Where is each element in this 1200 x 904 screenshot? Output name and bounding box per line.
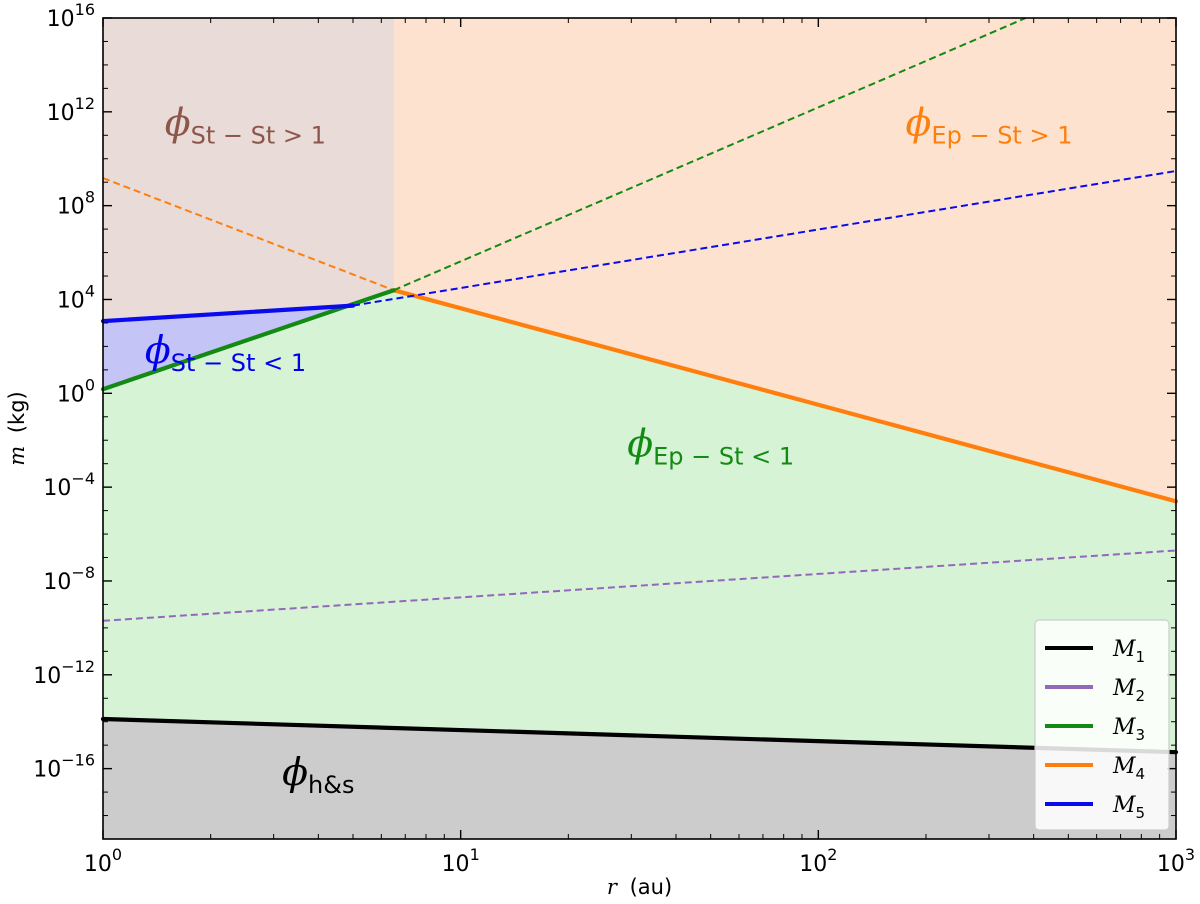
y-tick-label: 108 bbox=[57, 188, 95, 220]
legend-label-m3: M3 bbox=[1112, 715, 1145, 744]
ticks-layer: 100 101 102 103 10−16 10−12 10−8 10−4 100 104 108 1… bbox=[33, 0, 1195, 877]
region-label-ep-st-lt-1: ϕEp − St < 1 bbox=[627, 422, 794, 471]
y-tick-label: 10−8 bbox=[43, 563, 95, 595]
region-h-and-s bbox=[103, 719, 1176, 839]
series-m1-segment-1 bbox=[100, 716, 1179, 755]
regions-layer bbox=[103, 18, 1176, 839]
region-labels-layer: ϕSt − St > 1 ϕEp − St > 1 ϕSt − St < 1 ϕEp … bbox=[145, 100, 1073, 799]
y-tick-label: 10−4 bbox=[43, 469, 95, 501]
series-m4-segment-1 bbox=[102, 177, 395, 292]
series-m4-segment-2 bbox=[391, 288, 1179, 504]
x-tick-label: 100 bbox=[84, 845, 122, 877]
y-tick-label: 1012 bbox=[47, 94, 95, 126]
legend: M1 M2 M3 M4 M5 bbox=[1034, 619, 1170, 831]
series-m5-segment-1 bbox=[100, 303, 356, 324]
y-tick-label: 104 bbox=[57, 281, 95, 313]
x-tick-label: 101 bbox=[442, 845, 480, 877]
legend-label-m4: M4 bbox=[1112, 754, 1145, 783]
x-tick-label: 103 bbox=[1157, 845, 1195, 877]
axis-labels-layer: r (au) m (kg) bbox=[5, 391, 672, 899]
legend-label-m1: M1 bbox=[1112, 637, 1145, 666]
legend-box bbox=[1034, 619, 1170, 831]
x-tick-label: 102 bbox=[799, 845, 837, 877]
region-label-ep-st-gt-1: ϕEp − St > 1 bbox=[906, 100, 1073, 149]
x-axis-label: r (au) bbox=[607, 875, 672, 899]
y-tick-label: 1016 bbox=[47, 0, 95, 32]
series-m3-segment-2 bbox=[393, 17, 1027, 292]
y-tick-label: 10−12 bbox=[33, 657, 95, 689]
series-m5-segment-2 bbox=[352, 170, 1177, 307]
series-m2-segment-1 bbox=[102, 549, 1177, 622]
region-label-st-st-lt-1: ϕSt − St < 1 bbox=[145, 328, 306, 377]
region-ep-st-lt-1 bbox=[103, 290, 1176, 839]
region-label-h-and-s: ϕh&s bbox=[282, 750, 354, 799]
y-axis-label: m (kg) bbox=[5, 391, 29, 466]
legend-label-m5: M5 bbox=[1112, 793, 1145, 822]
plot-frame bbox=[102, 17, 1177, 840]
lines-layer bbox=[100, 17, 1179, 755]
region-label-st-st-gt-1: ϕSt − St > 1 bbox=[165, 100, 326, 149]
legend-label-m2: M2 bbox=[1112, 676, 1145, 705]
y-tick-label: 100 bbox=[57, 375, 95, 407]
y-tick-label: 10−16 bbox=[33, 751, 95, 783]
